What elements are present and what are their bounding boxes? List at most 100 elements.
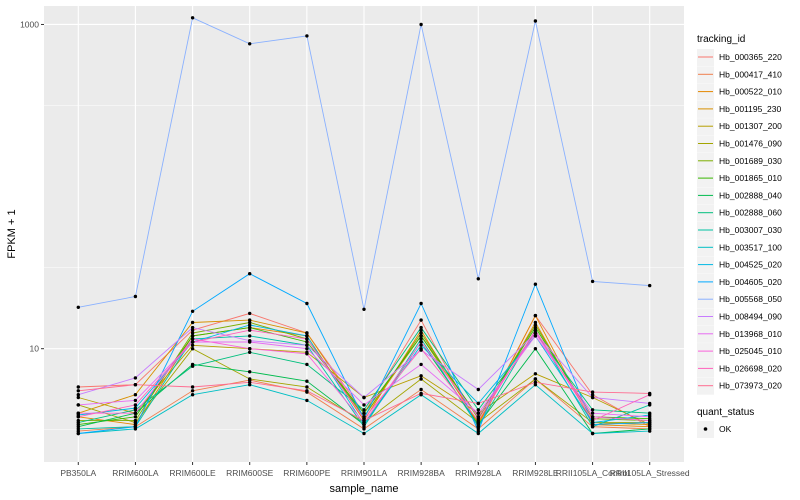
data-point bbox=[248, 320, 252, 325]
data-point bbox=[248, 340, 252, 344]
legend-item: Hb_001307_200 bbox=[697, 118, 782, 136]
legend-item: Hb_000417_410 bbox=[697, 66, 782, 84]
legend-item: Hb_004605_020 bbox=[697, 273, 782, 291]
legend-item: Hb_001689_030 bbox=[697, 152, 782, 170]
x-tick-label: RRIM901LA bbox=[341, 468, 388, 478]
legend-label: Hb_000365_220 bbox=[719, 52, 782, 62]
data-point bbox=[648, 418, 652, 423]
y-tick-label: 1000 bbox=[20, 19, 39, 29]
legend-item: Hb_013968_010 bbox=[697, 325, 782, 343]
legend-item: Hb_001865_010 bbox=[697, 170, 782, 188]
data-point bbox=[248, 311, 252, 316]
shape-legend-item: OK bbox=[697, 421, 732, 438]
legend-label: Hb_002888_060 bbox=[719, 208, 782, 218]
data-point bbox=[305, 352, 309, 356]
legend-item: Hb_001476_090 bbox=[697, 135, 782, 153]
legend-label: Hb_008494_090 bbox=[719, 312, 782, 322]
data-point bbox=[533, 334, 538, 338]
data-point bbox=[305, 343, 309, 347]
shape-legend-title: quant_status bbox=[697, 407, 754, 418]
data-point bbox=[305, 389, 309, 393]
data-point bbox=[133, 398, 138, 403]
legend-label: Hb_001195_230 bbox=[719, 104, 782, 114]
data-point bbox=[476, 429, 480, 433]
legend-item: Hb_000365_220 bbox=[697, 49, 782, 66]
data-point bbox=[419, 325, 423, 330]
data-point bbox=[419, 331, 423, 335]
data-point bbox=[590, 411, 595, 415]
data-point bbox=[362, 395, 366, 400]
legend-label: Hb_005568_050 bbox=[719, 294, 782, 304]
legend-item: Hb_073973_020 bbox=[697, 377, 782, 395]
data-point bbox=[533, 372, 538, 376]
legend-item: Hb_008494_090 bbox=[697, 308, 782, 326]
data-point bbox=[76, 403, 81, 407]
data-point bbox=[648, 401, 652, 406]
data-point bbox=[419, 347, 423, 351]
data-point bbox=[76, 431, 81, 436]
data-point bbox=[190, 343, 195, 347]
legend-item: Hb_002888_040 bbox=[697, 187, 782, 205]
data-point bbox=[476, 408, 480, 412]
legend-label: Hb_026698_020 bbox=[719, 363, 782, 373]
data-point bbox=[190, 320, 195, 325]
legend-item: Hb_005568_050 bbox=[697, 291, 782, 309]
y-tick-label: 10 bbox=[30, 344, 40, 354]
data-point bbox=[419, 318, 423, 322]
data-point bbox=[190, 337, 195, 341]
data-point bbox=[76, 411, 81, 415]
data-point bbox=[190, 340, 195, 344]
x-tick-label: RRIM600PE bbox=[283, 468, 331, 478]
data-point bbox=[305, 398, 309, 403]
data-point bbox=[305, 347, 309, 351]
data-point bbox=[419, 377, 423, 381]
data-point bbox=[248, 380, 252, 384]
data-point bbox=[190, 325, 195, 330]
data-point bbox=[133, 403, 138, 407]
data-point bbox=[248, 318, 252, 322]
y-axis: 10 1000 bbox=[20, 19, 44, 354]
legend-label: Hb_003517_100 bbox=[719, 242, 782, 252]
data-point bbox=[362, 307, 366, 311]
data-point bbox=[476, 431, 480, 436]
x-tick-label: RRIM600LE bbox=[169, 468, 216, 478]
data-point bbox=[419, 374, 423, 378]
data-point bbox=[133, 383, 138, 387]
legend-item: Hb_001195_230 bbox=[697, 100, 782, 118]
legend-label: Hb_001476_090 bbox=[719, 139, 782, 149]
legend-label: Hb_000522_010 bbox=[719, 87, 782, 97]
data-point bbox=[362, 403, 366, 407]
data-point bbox=[190, 334, 195, 338]
data-point bbox=[476, 418, 480, 423]
data-point bbox=[248, 42, 252, 46]
legend-item: Hb_003517_100 bbox=[697, 239, 782, 257]
data-point bbox=[533, 347, 538, 351]
data-point bbox=[305, 362, 309, 367]
data-point bbox=[533, 282, 538, 286]
legend-label: Hb_073973_020 bbox=[719, 381, 782, 391]
legend-label: Hb_004605_020 bbox=[719, 277, 782, 287]
data-point bbox=[190, 385, 195, 389]
data-point bbox=[476, 411, 480, 415]
x-tick-label: RRIM600SE bbox=[226, 468, 274, 478]
data-point bbox=[133, 425, 138, 429]
x-tick-label: RRII105LA_Control bbox=[556, 468, 630, 478]
x-tick-label: PB350LA bbox=[60, 468, 96, 478]
legend-item: Hb_026698_020 bbox=[697, 360, 782, 378]
legend: tracking_id Hb_000365_220 Hb_000417_410 Hb… bbox=[697, 34, 782, 438]
data-point bbox=[133, 415, 138, 419]
data-point bbox=[590, 431, 595, 436]
data-point bbox=[190, 16, 195, 20]
legend-label: Hb_002888_040 bbox=[719, 190, 782, 200]
data-point bbox=[648, 391, 652, 396]
data-point bbox=[248, 325, 252, 330]
data-point bbox=[190, 328, 195, 332]
data-point bbox=[76, 305, 81, 309]
data-point bbox=[419, 334, 423, 338]
data-point bbox=[76, 420, 81, 425]
data-point bbox=[476, 425, 480, 429]
data-point bbox=[305, 385, 309, 389]
data-point bbox=[648, 283, 652, 288]
data-point bbox=[590, 418, 595, 423]
data-point bbox=[133, 406, 138, 410]
